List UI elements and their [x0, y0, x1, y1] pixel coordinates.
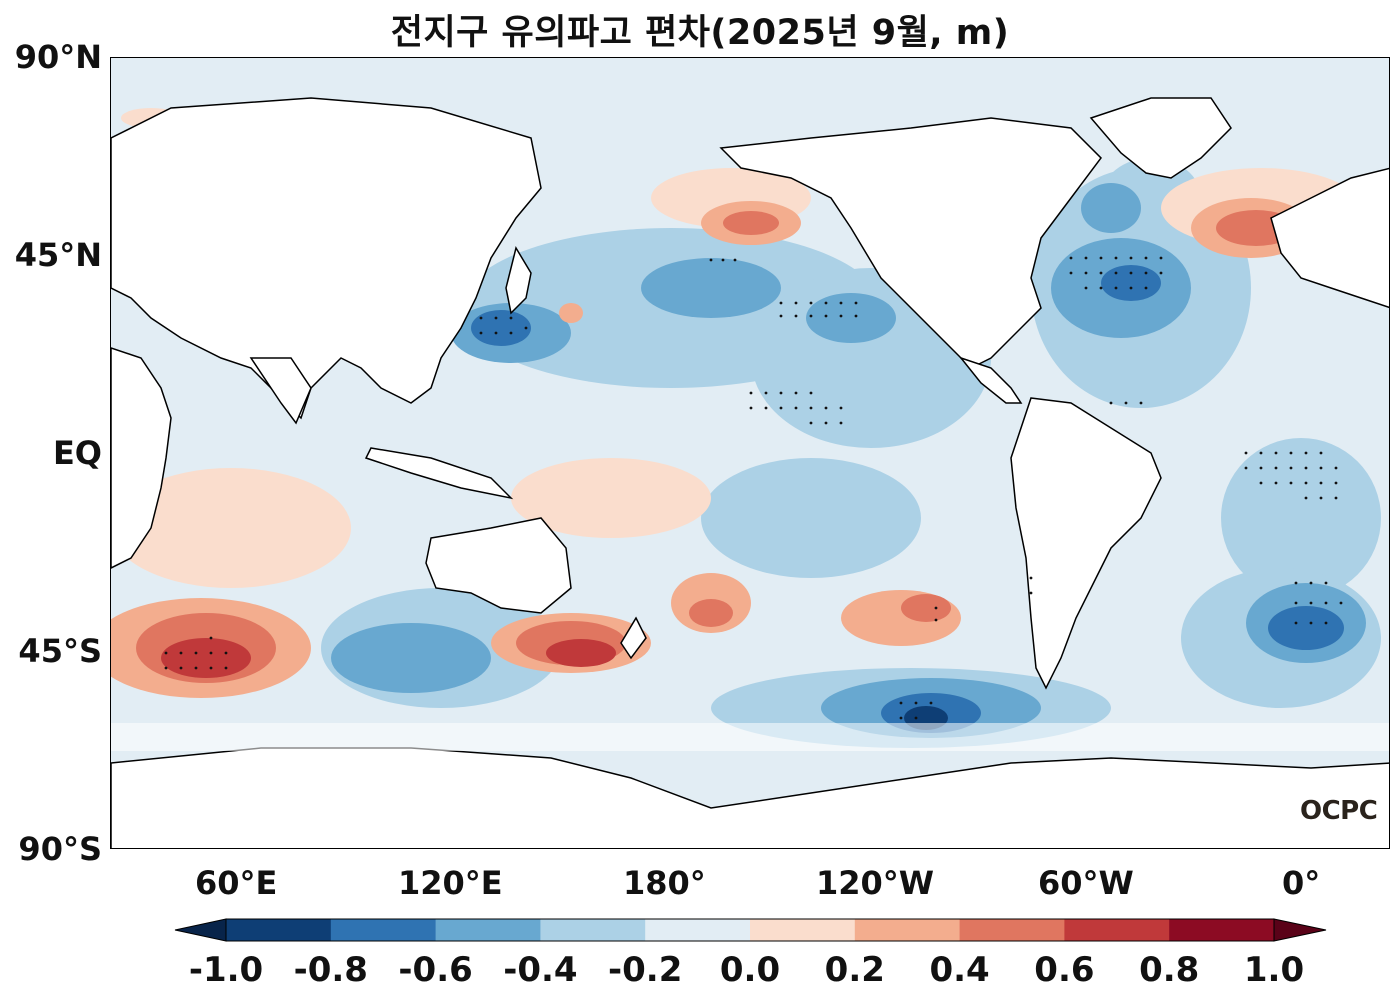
colorbar-extend-low	[174, 918, 227, 942]
stipple-north-atlantic	[1069, 256, 1163, 405]
colorbar-tick-label: -0.2	[608, 950, 683, 990]
lat-label-90n: 90°N	[14, 38, 102, 76]
map-title: 전지구 유의파고 편차(2025년 9월, m)	[390, 13, 1010, 53]
colorbar-segment-0	[226, 919, 332, 941]
lon-label-120e: 120°E	[398, 864, 503, 902]
land-indonesia	[364, 447, 514, 500]
lon-label-120w: 120°W	[816, 864, 935, 902]
stipple-southern-ocean	[899, 606, 938, 720]
significance-stippling	[164, 256, 1343, 720]
colorbar-border	[225, 918, 1275, 942]
anomaly-map	[111, 58, 1389, 848]
no-data-band	[111, 723, 1389, 751]
colorbar-tick-label: 0.0	[719, 950, 781, 990]
colorbar-extend-high	[1273, 918, 1327, 942]
land-japan	[505, 246, 532, 315]
lat-label-eq: EQ	[52, 434, 102, 472]
land-masses	[111, 97, 1389, 848]
land-north-america	[719, 117, 1102, 369]
stipple-south-indian	[164, 636, 228, 670]
land-new-zealand	[620, 616, 647, 660]
colorbar-segment-9	[1169, 919, 1275, 941]
anomaly-band-red	[161, 638, 616, 678]
colorbar	[174, 918, 1327, 942]
colorbar-tick-label: -1.0	[188, 950, 264, 990]
land-central-america	[958, 356, 1023, 404]
land-australia	[425, 517, 572, 614]
land-india	[249, 357, 312, 425]
stipple-tropical-atlantic	[1244, 451, 1338, 500]
lat-label-90s: 90°S	[18, 830, 102, 868]
colorbar-tick-label: -0.4	[503, 950, 578, 990]
lon-label-0: 0°	[1282, 864, 1321, 902]
land-greenland	[1089, 97, 1232, 179]
stipple-north-pacific	[709, 258, 858, 318]
stipple-nw-pacific	[479, 316, 528, 335]
colorbar-segment-4	[645, 919, 751, 941]
lon-label-60e: 60°E	[195, 864, 278, 902]
land-eurasia	[111, 97, 542, 420]
colorbar-segment-8	[1064, 919, 1170, 941]
colorbar-segment-7	[959, 919, 1065, 941]
ocpc-logo: OCPC	[1300, 796, 1378, 826]
lat-label-45n: 45°N	[14, 236, 102, 274]
land-europe-west	[1270, 167, 1389, 309]
colorbar-tick-label: 0.4	[929, 950, 990, 990]
land-africa	[111, 347, 172, 569]
colorbar-segment-6	[854, 919, 961, 941]
map-panel[interactable]	[110, 57, 1390, 849]
colorbar-tick-label: 1.0	[1243, 950, 1305, 990]
colorbar-tick-label: -0.8	[293, 950, 368, 990]
lon-label-180: 180°	[623, 864, 706, 902]
land-south-america	[1010, 397, 1162, 690]
lat-label-45s: 45°S	[18, 632, 102, 670]
colorbar-tick-label: 0.2	[824, 950, 885, 990]
stipple-east-pacific	[749, 391, 843, 425]
stipple-south-atlantic	[1029, 576, 1343, 625]
colorbar-tick-label: 0.6	[1034, 950, 1095, 990]
colorbar-segment-1	[330, 919, 437, 941]
land-antarctica	[111, 747, 1389, 848]
colorbar-tick-label: -0.6	[398, 950, 473, 990]
colorbar-segment-5	[750, 919, 856, 941]
colorbar-segment-3	[540, 919, 646, 941]
lon-label-60w: 60°W	[1038, 864, 1134, 902]
logo-text: OCPC	[1300, 796, 1378, 826]
colorbar-tick-label: 0.8	[1139, 950, 1200, 990]
colorbar-segment-2	[435, 919, 541, 941]
